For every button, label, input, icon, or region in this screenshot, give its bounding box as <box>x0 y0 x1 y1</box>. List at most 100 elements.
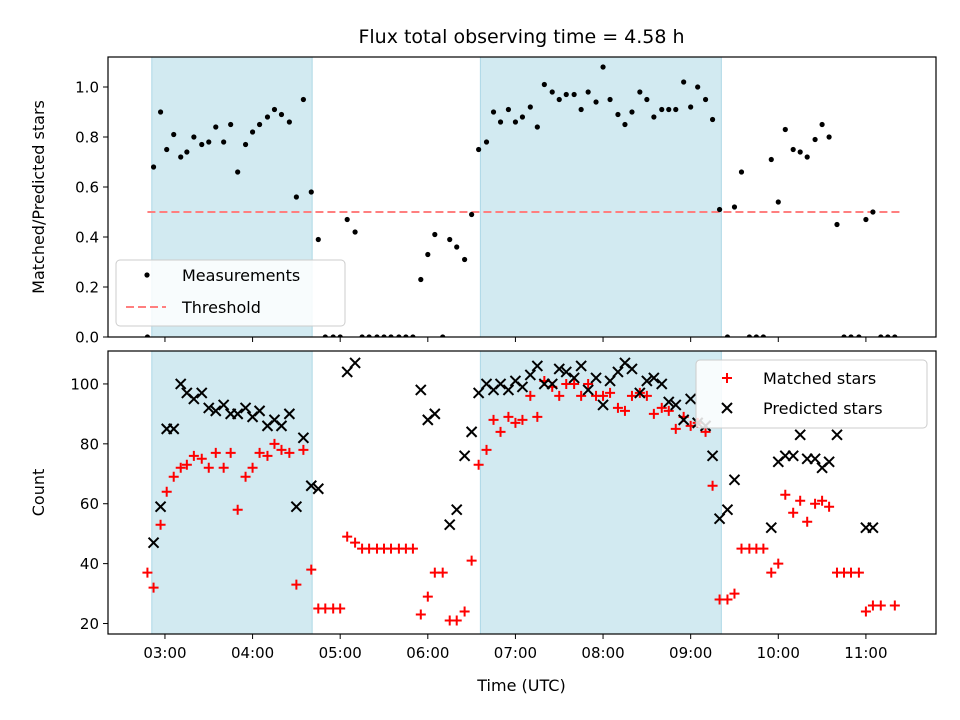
measurement-point <box>782 126 788 133</box>
measurement-point <box>768 156 774 163</box>
measurement-point <box>308 189 314 195</box>
matched-marker <box>188 450 199 461</box>
predicted-marker <box>312 483 324 495</box>
measurement-point <box>447 236 453 243</box>
measurement-point <box>585 89 591 95</box>
predicted-marker <box>823 456 835 468</box>
predicted-marker <box>787 450 799 462</box>
predicted-marker <box>568 372 580 384</box>
predicted-marker <box>175 378 187 390</box>
measurement-point <box>352 229 358 235</box>
y-tick-label: 100 <box>70 375 99 393</box>
predicted-marker <box>648 372 660 384</box>
matched-marker <box>175 462 186 473</box>
matched-marker <box>350 537 361 548</box>
measurement-point <box>381 334 387 337</box>
matched-marker <box>626 390 637 401</box>
predicted-marker <box>196 387 208 399</box>
predicted-marker <box>154 501 167 513</box>
predicted-marker <box>604 375 616 387</box>
predicted-marker <box>524 369 537 381</box>
measurement-point <box>388 334 394 337</box>
matched-marker <box>525 390 536 401</box>
measurement-point <box>256 121 263 128</box>
series-markers <box>144 64 898 337</box>
predicted-marker <box>341 366 353 378</box>
matched-marker <box>488 414 499 425</box>
matched-marker <box>510 417 521 428</box>
measurement-point <box>870 209 876 215</box>
shaded-interval <box>479 350 722 635</box>
measurement-point <box>418 276 424 283</box>
measurement-point <box>330 334 336 337</box>
matched-marker <box>788 507 799 518</box>
matched-marker <box>648 408 659 419</box>
matched-marker <box>269 438 280 449</box>
matched-marker <box>619 405 630 416</box>
measurement-point <box>454 244 460 250</box>
measurement-point <box>549 89 555 95</box>
matched-marker <box>656 402 667 413</box>
matched-marker <box>342 531 353 542</box>
matched-marker <box>583 378 594 389</box>
measurement-point <box>366 334 372 337</box>
x-tick-label: 04:00 <box>231 644 274 662</box>
measurement-point <box>519 114 526 120</box>
measurement-point <box>322 334 328 337</box>
legend-label-measurements: Measurements <box>182 266 300 285</box>
measurement-point <box>403 334 409 337</box>
predicted-marker <box>297 432 310 444</box>
legend: Matched stars Predicted stars <box>695 359 928 429</box>
matched-marker <box>663 405 674 416</box>
predicted-marker <box>626 363 638 375</box>
y-tick-label: 0.6 <box>75 179 99 197</box>
measurement-point <box>878 334 884 337</box>
measurement-point <box>841 334 847 337</box>
measurement-point <box>673 106 679 113</box>
predicted-marker <box>239 402 252 414</box>
x-tick-label: 03:00 <box>143 644 186 662</box>
matched-marker <box>247 462 258 473</box>
measurement-point <box>249 129 256 135</box>
measurement-point <box>242 141 249 148</box>
predicted-marker <box>465 426 478 438</box>
panel-counts: 20 40 60 80 100 03:00 04:00 05:00 06:00 07:00 08:0… <box>29 350 937 662</box>
measurement-point <box>278 111 285 118</box>
measurement-point <box>178 154 184 160</box>
measurement-point <box>731 204 738 210</box>
matched-marker <box>155 519 166 530</box>
matched-marker <box>422 591 433 602</box>
x-tick-label: 11:00 <box>844 644 887 662</box>
predicted-marker <box>147 536 160 549</box>
predicted-marker <box>494 378 507 390</box>
legend-label-threshold: Threshold <box>181 298 261 317</box>
matched-marker <box>276 444 287 455</box>
x-tick-label: 05:00 <box>319 644 362 662</box>
measurement-point <box>344 216 350 223</box>
matched-marker <box>473 459 484 470</box>
matched-marker <box>758 543 769 554</box>
matched-marker <box>306 564 317 575</box>
predicted-marker <box>663 396 675 408</box>
matched-marker <box>495 426 506 437</box>
predicted-marker <box>612 366 624 378</box>
predicted-marker <box>831 429 843 441</box>
measurement-point <box>688 104 694 110</box>
matched-marker <box>203 462 214 473</box>
predicted-marker <box>684 393 697 405</box>
legend-label-predicted: Predicted stars <box>763 399 883 418</box>
matched-marker <box>569 378 580 389</box>
matched-marker <box>481 444 492 455</box>
predicted-marker <box>794 429 806 441</box>
measurement-point <box>144 334 151 337</box>
shaded-interval <box>151 350 313 635</box>
predicted-marker <box>721 504 734 516</box>
predicted-marker <box>765 521 777 534</box>
measurement-point <box>797 149 803 155</box>
measurement-point <box>790 146 796 153</box>
matched-marker <box>612 402 623 413</box>
predicted-marker <box>670 399 682 411</box>
matched-marker <box>240 471 251 482</box>
matched-marker <box>817 495 828 506</box>
predicted-marker <box>451 504 463 516</box>
